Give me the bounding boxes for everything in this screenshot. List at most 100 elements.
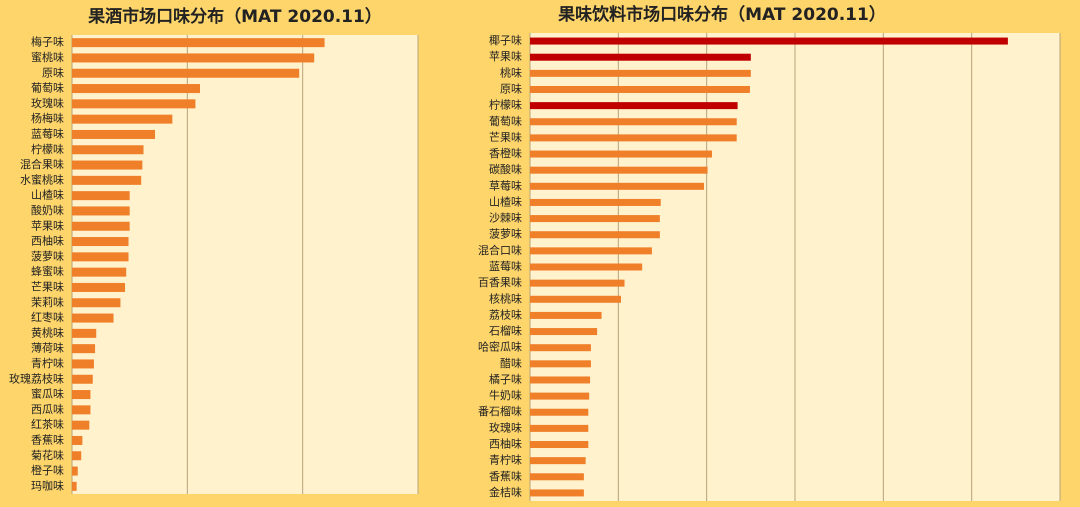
bar (530, 311, 602, 319)
y-tick-label: 黄桃味 (31, 325, 64, 339)
bar (72, 129, 156, 139)
y-tick-label: 青柠味 (31, 356, 64, 370)
y-tick-label: 原味 (42, 66, 64, 79)
y-tick-label: 蜂蜜味 (31, 264, 64, 278)
bar (72, 420, 90, 430)
bar (72, 53, 315, 63)
bar (72, 191, 130, 201)
bar (530, 182, 705, 190)
y-tick-label: 柠檬味 (31, 142, 64, 156)
y-tick-label: 香蕉味 (489, 470, 522, 483)
bar (72, 374, 93, 384)
y-tick-label: 蓝莓味 (489, 260, 522, 273)
bar (530, 102, 738, 110)
y-tick-label: 玫瑰味 (489, 420, 522, 434)
y-tick-label: 核桃味 (489, 291, 522, 305)
y-tick-label: 红茶味 (31, 418, 64, 431)
y-tick-label: 酸奶味 (31, 203, 64, 217)
bar (72, 328, 97, 338)
y-tick-label: 葡萄味 (31, 82, 64, 95)
y-tick-label: 石榴味 (489, 324, 522, 338)
y-tick-label: 沙棘味 (489, 212, 522, 225)
bar (72, 175, 142, 185)
bar (72, 206, 130, 216)
y-tick-label: 菠萝味 (489, 228, 522, 241)
bar (72, 451, 82, 461)
y-tick-label: 玫瑰味 (31, 96, 64, 110)
bar (72, 344, 96, 354)
bar (72, 298, 121, 308)
bar (72, 481, 77, 491)
bar (72, 160, 143, 170)
bar (72, 68, 300, 78)
y-tick-label: 草莓味 (489, 179, 522, 192)
y-tick-label: 水蜜桃味 (20, 172, 64, 186)
bar (530, 424, 589, 432)
plot-area (72, 35, 418, 494)
y-tick-label: 橘子味 (489, 373, 522, 386)
y-tick-label: 薄荷味 (31, 341, 64, 355)
bar (72, 359, 94, 369)
y-tick-label: 桃味 (500, 65, 522, 79)
y-tick-label: 原味 (500, 82, 522, 95)
bar (530, 263, 643, 271)
y-tick-label: 柠檬味 (489, 98, 522, 112)
y-tick-label: 山楂味 (31, 188, 64, 202)
y-tick-label: 牛奶味 (489, 388, 522, 402)
bar (530, 53, 751, 61)
y-tick-label: 番石榴味 (478, 404, 522, 418)
y-tick-label: 玫瑰荔枝味 (9, 371, 64, 385)
y-tick-label: 苹果味 (489, 49, 522, 63)
bar (530, 279, 625, 287)
bar (530, 408, 589, 416)
y-tick-label: 香蕉味 (31, 433, 64, 446)
bar (72, 38, 325, 48)
chart-title: 果酒市场口味分布（MAT 2020.11） (88, 6, 382, 27)
bar (530, 344, 591, 352)
bar (72, 252, 129, 262)
bar (72, 282, 126, 292)
bar (72, 84, 201, 94)
y-tick-label: 蜜桃味 (31, 50, 64, 64)
y-tick-label: 西柚味 (489, 437, 522, 451)
y-tick-label: 混合口味 (478, 243, 522, 257)
bar (530, 473, 584, 481)
bar (530, 489, 584, 497)
y-tick-label: 混合果味 (20, 157, 64, 171)
bar (530, 198, 661, 206)
y-tick-label: 蜜瓜味 (31, 387, 64, 401)
y-tick-label: 蓝莓味 (31, 127, 64, 140)
y-tick-label: 金桔味 (489, 485, 522, 499)
bar (530, 150, 712, 158)
bar (530, 295, 621, 303)
y-tick-label: 芒果味 (489, 131, 522, 144)
y-tick-label: 青柠味 (489, 453, 522, 467)
bar (530, 360, 591, 368)
y-tick-label: 山楂味 (489, 194, 522, 208)
y-tick-label: 梅子味 (31, 35, 64, 49)
y-tick-label: 百香果味 (478, 276, 522, 289)
y-tick-label: 茉莉味 (31, 295, 64, 309)
y-tick-label: 玛咖味 (31, 478, 64, 492)
bar (72, 466, 78, 476)
bar (72, 390, 91, 400)
bar (530, 392, 590, 400)
bar (530, 376, 591, 384)
y-tick-label: 菠萝味 (31, 250, 64, 263)
bar (530, 328, 598, 336)
bar (72, 145, 144, 155)
y-tick-label: 碳酸味 (489, 162, 522, 176)
bar (72, 267, 127, 277)
y-tick-label: 西瓜味 (31, 403, 64, 416)
y-tick-label: 西柚味 (31, 234, 64, 248)
bar (530, 85, 750, 93)
y-tick-label: 香橙味 (489, 146, 522, 160)
bar (530, 457, 586, 465)
bar (530, 118, 737, 126)
bar (72, 435, 83, 445)
bar (72, 237, 129, 247)
y-tick-label: 杨梅味 (31, 111, 64, 125)
chart-title: 果味饮料市场口味分布（MAT 2020.11） (558, 4, 886, 25)
bar (72, 221, 130, 231)
